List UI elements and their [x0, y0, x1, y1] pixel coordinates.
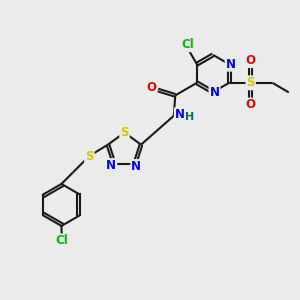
Text: S: S	[120, 125, 129, 139]
Text: O: O	[246, 98, 256, 112]
Text: S: S	[247, 76, 255, 89]
Text: H: H	[185, 112, 194, 122]
Text: N: N	[226, 58, 236, 71]
Text: N: N	[209, 85, 220, 99]
Text: N: N	[131, 160, 141, 173]
Text: Cl: Cl	[55, 234, 68, 248]
Text: O: O	[146, 81, 156, 94]
Text: N: N	[106, 159, 116, 172]
Text: O: O	[246, 54, 256, 67]
Text: N: N	[175, 108, 185, 122]
Text: S: S	[85, 149, 94, 163]
Text: Cl: Cl	[181, 38, 194, 51]
